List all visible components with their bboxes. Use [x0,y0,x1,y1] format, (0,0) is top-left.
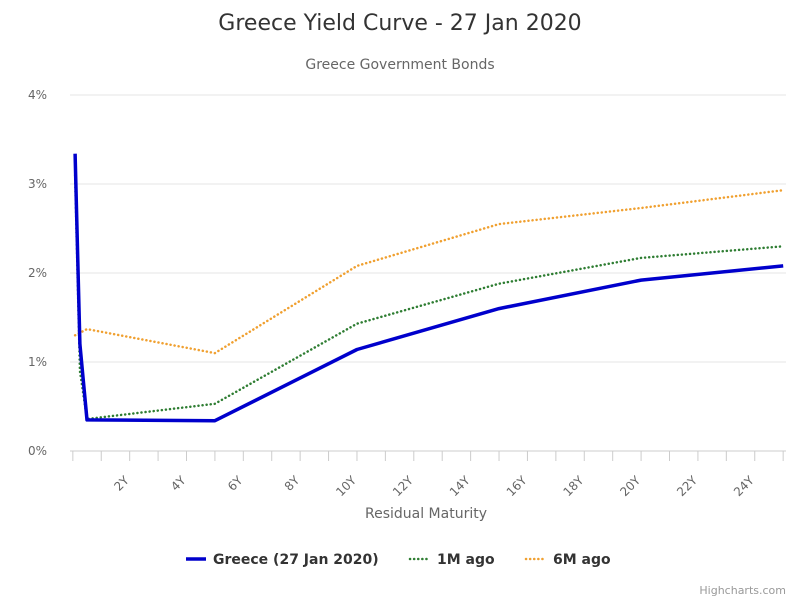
grid-lines [70,94,786,452]
x-tick-label: 2Y [111,473,132,494]
series-lines [73,153,785,423]
legend-item[interactable]: 6M ago [524,552,611,568]
y-tick-label: 4% [28,88,47,102]
legend-item[interactable]: Greece (27 Jan 2020) [186,552,379,568]
y-tick-label: 2% [28,266,47,280]
x-tick-label: 22Y [674,473,700,499]
series-line-1m-ago [73,173,785,421]
series-line-greece [73,153,784,423]
legend-label: 6M ago [553,552,611,568]
legend[interactable]: Greece (27 Jan 2020) 1M ago 6M ago [186,552,611,568]
x-tick-label: 16Y [504,473,530,499]
chart-subtitle: Greece Government Bonds [305,57,494,73]
y-axis-ticks: 0% 1% 2% 3% 4% [28,88,47,458]
x-tick-label: 12Y [390,473,416,499]
x-axis-ticks: 2Y 4Y 6Y 8Y 10Y 12Y 14Y 16Y 18Y 20Y 22Y 24Y [72,451,784,499]
credits-link[interactable]: Highcharts.com [699,584,786,597]
x-tick-label: 10Y [333,473,359,499]
y-tick-label: 3% [28,177,47,191]
x-tick-label: 4Y [168,473,189,494]
x-axis-title: Residual Maturity [365,506,487,522]
x-tick-label: 20Y [617,473,643,499]
x-tick-label: 8Y [282,473,303,494]
legend-item[interactable]: 1M ago [408,552,495,568]
x-tick-label: 14Y [447,473,473,499]
x-tick-label: 18Y [561,473,587,499]
y-tick-label: 1% [28,355,47,369]
legend-label: Greece (27 Jan 2020) [213,552,379,568]
x-tick-label: 6Y [225,473,246,494]
y-tick-label: 0% [28,444,47,458]
chart-title: Greece Yield Curve - 27 Jan 2020 [218,11,581,36]
series-line-6m-ago [73,188,785,355]
x-tick-label: 24Y [731,473,757,499]
legend-label: 1M ago [437,552,495,568]
